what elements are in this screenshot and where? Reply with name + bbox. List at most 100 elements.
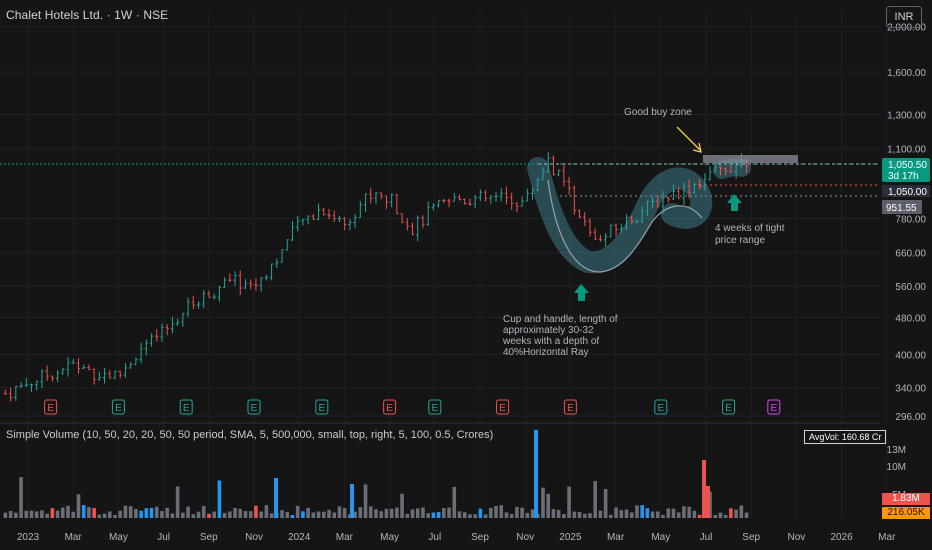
earnings-marker[interactable]: E xyxy=(383,399,397,415)
earnings-badge xyxy=(179,399,193,415)
price-tick-label: 400.00 xyxy=(895,351,926,362)
currency-button[interactable]: INR xyxy=(886,6,922,28)
earnings-marker[interactable]: E xyxy=(111,399,125,415)
earnings-label: E xyxy=(386,403,393,414)
volume-bar xyxy=(306,507,310,518)
earnings-label: E xyxy=(47,403,54,414)
volume-bar xyxy=(363,484,368,518)
grid xyxy=(0,12,888,518)
earnings-marker[interactable]: E xyxy=(315,399,329,415)
volume-tick-label: 13M xyxy=(887,445,906,456)
earnings-marker[interactable]: E xyxy=(563,399,577,415)
volume-bar xyxy=(588,513,592,518)
volume-bar xyxy=(350,484,354,518)
cup-note-line: Cup and handle, length of xyxy=(503,314,618,325)
cup-and-handle-drawing[interactable] xyxy=(527,157,751,274)
volume-bar xyxy=(379,511,383,518)
time-tick-label: Jul xyxy=(157,532,170,543)
price-tick-label: 296.00 xyxy=(895,412,926,423)
price-tick-label: 340.00 xyxy=(895,384,926,395)
volume-bar xyxy=(212,511,216,518)
volume-bar xyxy=(629,512,634,518)
earnings-badge xyxy=(722,399,736,415)
time-tick-label: Sep xyxy=(471,532,489,543)
volume-bar xyxy=(504,512,509,518)
volume-bar xyxy=(400,493,404,518)
volume-bar xyxy=(207,513,211,518)
volume-bar xyxy=(702,460,706,518)
volume-indicator-title[interactable]: Simple Volume (10, 50, 20, 20, 50, 50 pe… xyxy=(6,429,494,441)
up-arrow-icon xyxy=(727,194,742,211)
volume-tick-label: 10M xyxy=(887,462,906,473)
volume-bar xyxy=(228,511,232,518)
earnings-marker[interactable]: E xyxy=(654,399,668,415)
volume-bar xyxy=(389,508,394,518)
volume-bar xyxy=(332,512,337,518)
volume-bar xyxy=(154,506,159,518)
buy-zone-arrowhead xyxy=(692,142,702,153)
time-axis: 2023 Mar May Jul Sep Nov 2024 Mar May Jul Sep Nov 20… xyxy=(17,532,896,543)
volume-bar xyxy=(55,510,60,518)
volume-bar xyxy=(457,511,462,518)
earnings-marker[interactable]: E xyxy=(428,399,442,415)
volume-bar xyxy=(718,512,723,518)
earnings-marker[interactable]: E xyxy=(44,399,58,415)
symbol-title[interactable]: Chalet Hotels Ltd. · 1W · NSE xyxy=(6,8,169,22)
volume-bar xyxy=(582,513,587,518)
time-tick-label: Mar xyxy=(65,532,83,543)
earnings-label: E xyxy=(115,403,122,414)
price-candles xyxy=(3,152,749,402)
volume-bar xyxy=(3,512,8,518)
volume-bar xyxy=(259,511,263,518)
earnings-marker[interactable]: E xyxy=(247,399,261,415)
volume-bar xyxy=(723,514,728,518)
volume-bar xyxy=(50,508,55,518)
time-tick-label: Jul xyxy=(700,532,713,543)
earnings-marker[interactable]: E xyxy=(767,399,781,415)
volume-bar xyxy=(358,507,363,518)
earnings-marker[interactable]: E xyxy=(496,399,510,415)
volume-bar xyxy=(61,507,65,518)
volume-bar xyxy=(76,494,81,518)
earnings-badge xyxy=(563,399,577,415)
volume-bar xyxy=(165,507,170,518)
volume-bar xyxy=(708,491,712,518)
tight-note-line: price range xyxy=(715,235,765,246)
volume-bar xyxy=(222,512,227,518)
avg-volume-badge: 216.05K xyxy=(882,507,930,519)
volume-bar xyxy=(640,505,644,518)
volume-bar xyxy=(729,508,733,518)
volume-bar xyxy=(525,512,530,518)
volume-bar xyxy=(118,510,123,518)
volume-bar xyxy=(337,506,342,518)
last-price-text: 1,050.50 xyxy=(888,160,927,171)
earnings-badge xyxy=(44,399,58,415)
volume-bar xyxy=(217,480,222,518)
price-tick-label: 480.00 xyxy=(895,313,926,324)
volume-bar xyxy=(635,505,639,518)
level-text: 1,050.00 xyxy=(888,187,927,198)
earnings-badge xyxy=(428,399,442,415)
handle-band xyxy=(713,158,751,179)
time-tick-label: 2025 xyxy=(559,532,582,543)
volume-bar xyxy=(71,511,76,518)
volume-bar xyxy=(567,486,571,518)
earnings-badge xyxy=(315,399,329,415)
volume-bar xyxy=(87,507,91,518)
cup-note-line: 40%Horizontal Ray xyxy=(503,347,589,358)
earnings-label: E xyxy=(567,403,574,414)
volume-bar xyxy=(410,509,415,518)
volume-bar xyxy=(478,508,483,518)
earnings-marker[interactable]: E xyxy=(179,399,193,415)
earnings-marker[interactable]: E xyxy=(722,399,736,415)
volume-bar xyxy=(395,507,399,518)
earnings-badge xyxy=(111,399,125,415)
time-tick-label: 2024 xyxy=(288,532,311,543)
time-tick-label: 2023 xyxy=(17,532,40,543)
time-tick-label: Nov xyxy=(516,532,534,543)
buy-zone-box[interactable] xyxy=(703,155,798,163)
volume-bar xyxy=(327,509,331,518)
volume-bar xyxy=(431,512,436,518)
